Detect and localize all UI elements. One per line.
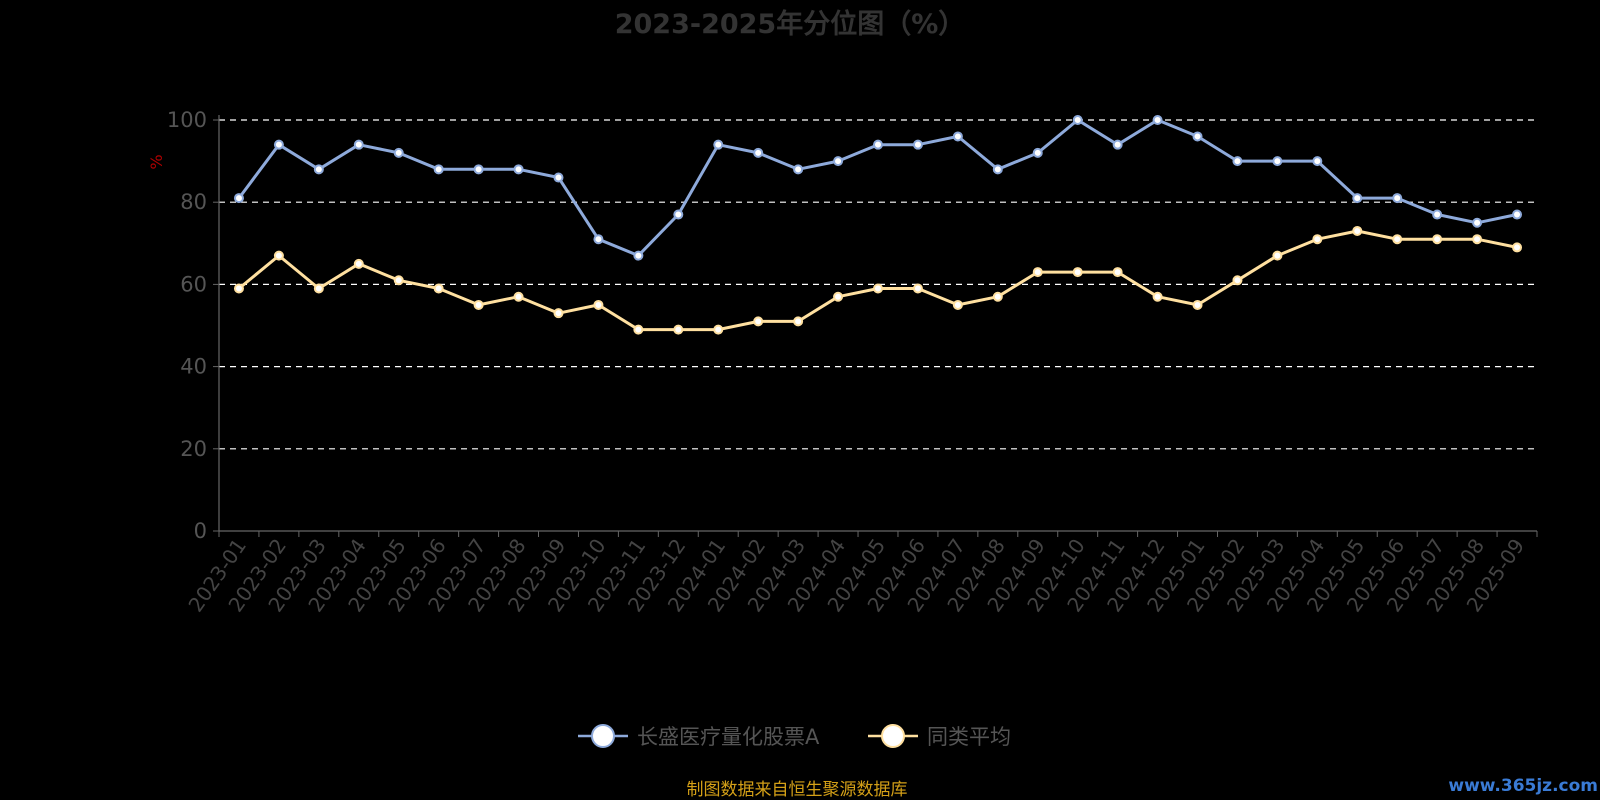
legend-item-1[interactable]: 长盛医疗量化股票A (578, 724, 820, 749)
data-point (273, 139, 284, 150)
y-tick-label: 20 (180, 437, 207, 461)
legend-label: 同类平均 (927, 725, 1011, 749)
y-tick-label: 80 (180, 190, 207, 214)
y-axis-ticks: 0 20 40 60 80 100 (167, 108, 219, 543)
data-point (633, 250, 644, 261)
data-point (1112, 139, 1123, 150)
series-layer (233, 115, 1523, 335)
data-point (353, 258, 364, 269)
data-point (1272, 156, 1283, 167)
data-point (833, 291, 844, 302)
data-point (1232, 156, 1243, 167)
data-point (1072, 267, 1083, 278)
axes (218, 115, 1537, 532)
series-1 (233, 115, 1523, 261)
data-point (753, 147, 764, 158)
data-point (273, 250, 284, 261)
data-point (1432, 209, 1443, 220)
data-point (1152, 115, 1163, 125)
x-axis-ticks: 2023-012023-022023-032023-042023-052023-… (183, 531, 1538, 616)
data-point (513, 164, 524, 175)
data-point (1192, 131, 1203, 142)
data-point (1352, 193, 1363, 204)
data-source-note: 制图数据来自恒生聚源数据库 (687, 780, 908, 800)
data-point (313, 164, 324, 175)
data-point (1392, 193, 1403, 204)
data-point (952, 131, 963, 142)
data-point (1032, 147, 1043, 158)
legend-label: 长盛医疗量化股票A (637, 725, 820, 749)
data-point (393, 275, 404, 286)
chart-title: 2023-2025年分位图（%） (615, 8, 966, 40)
y-tick-label: 60 (180, 272, 207, 296)
data-point (633, 324, 644, 335)
data-point (1312, 156, 1323, 167)
data-point (713, 324, 724, 335)
watermark: www.365jz.com (1448, 776, 1598, 796)
data-point (393, 147, 404, 158)
data-point (992, 291, 1003, 302)
data-point (833, 156, 844, 167)
data-point (433, 164, 444, 175)
data-point (313, 283, 324, 294)
data-point (1272, 250, 1283, 261)
data-point (1192, 299, 1203, 310)
data-point (553, 308, 564, 319)
legend-swatch-marker (881, 724, 905, 748)
data-point (1352, 225, 1363, 236)
y-axis-label: % (147, 154, 166, 169)
data-point (1472, 217, 1483, 228)
data-point (912, 139, 923, 150)
data-point (673, 209, 684, 220)
data-point (753, 316, 764, 327)
data-point (912, 283, 923, 294)
data-point (473, 164, 484, 175)
data-point (992, 164, 1003, 175)
data-point (793, 316, 804, 327)
y-tick-label: 0 (194, 519, 207, 543)
legend-item-2[interactable]: 同类平均 (868, 724, 1011, 749)
data-point (1032, 267, 1043, 278)
data-point (873, 283, 883, 294)
data-point (233, 283, 244, 294)
data-point (1072, 115, 1083, 125)
series-line (238, 229, 1518, 332)
data-point (593, 234, 604, 245)
legend[interactable]: 长盛医疗量化股票A 同类平均 (578, 724, 1011, 749)
data-point (1152, 291, 1163, 302)
legend-swatch-marker (591, 724, 615, 748)
data-point (952, 299, 963, 310)
data-point (793, 164, 804, 175)
data-point (713, 139, 724, 150)
data-point (233, 193, 244, 204)
data-point (873, 139, 883, 150)
data-point (1472, 234, 1483, 245)
data-point (1312, 234, 1323, 245)
data-point (673, 324, 684, 335)
series-2 (233, 225, 1523, 335)
data-point (473, 299, 484, 310)
data-point (353, 139, 364, 150)
data-point (1112, 267, 1123, 278)
data-point (1232, 275, 1243, 286)
data-point (433, 283, 444, 294)
data-point (1432, 234, 1443, 245)
y-tick-label: 100 (167, 108, 207, 132)
data-point (1512, 242, 1523, 253)
data-point (553, 172, 564, 183)
data-point (1392, 234, 1403, 245)
data-point (593, 299, 604, 310)
y-tick-label: 40 (180, 355, 207, 379)
data-point (513, 291, 524, 302)
data-point (1512, 209, 1523, 220)
